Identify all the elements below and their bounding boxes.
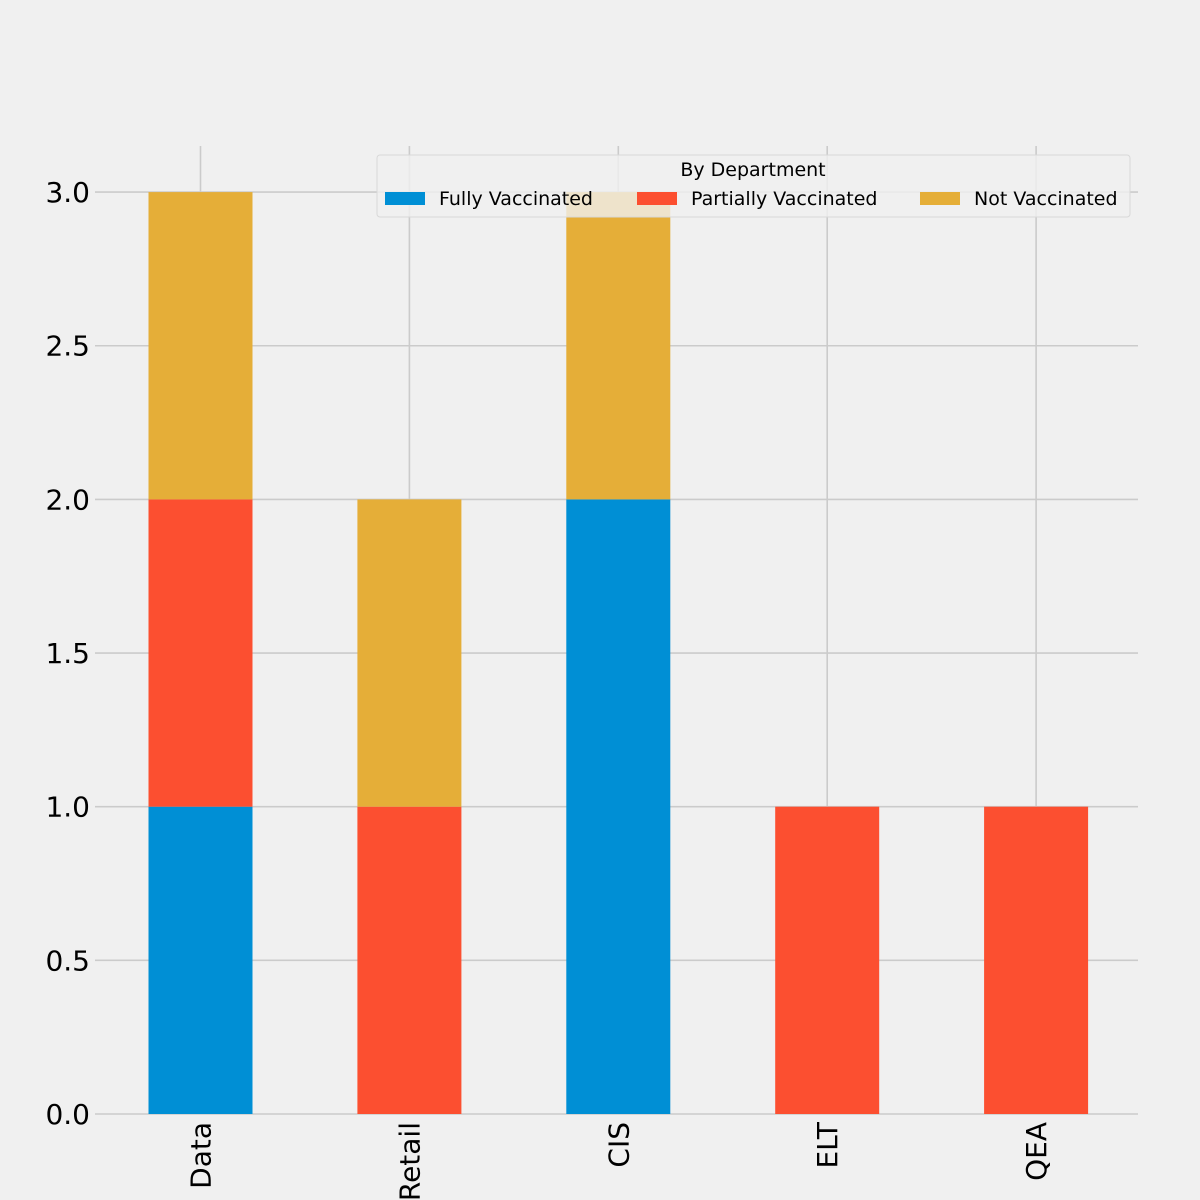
legend-swatch bbox=[637, 192, 677, 205]
x-tick-label: CIS bbox=[602, 1122, 635, 1168]
bar-retail-not-vaccinated bbox=[357, 499, 462, 807]
x-tick-label: QEA bbox=[1020, 1122, 1053, 1181]
legend-label: Fully Vaccinated bbox=[439, 188, 593, 210]
bar-data-fully-vaccinated bbox=[148, 806, 253, 1114]
y-tick-label: 0.5 bbox=[45, 944, 90, 977]
y-tick-label: 1.0 bbox=[45, 791, 90, 824]
y-tick-label: 2.5 bbox=[45, 330, 90, 363]
bar-elt-partially-vaccinated bbox=[775, 806, 880, 1114]
bar-qea-partially-vaccinated bbox=[984, 806, 1089, 1114]
x-tick-label: ELT bbox=[811, 1121, 844, 1168]
bar-retail-partially-vaccinated bbox=[357, 806, 462, 1114]
y-tick-label: 3.0 bbox=[45, 176, 90, 209]
bar-cis-fully-vaccinated bbox=[566, 499, 671, 1114]
bar-cis-not-vaccinated bbox=[566, 192, 671, 500]
y-tick-label: 0.0 bbox=[45, 1098, 90, 1131]
y-tick-label: 2.0 bbox=[45, 483, 90, 516]
x-tick-label: Data bbox=[185, 1122, 218, 1189]
legend: By Department Fully Vaccinated Partially V… bbox=[376, 154, 1131, 218]
bars bbox=[148, 192, 1089, 1114]
legend-swatch bbox=[920, 192, 960, 205]
bar-data-partially-vaccinated bbox=[148, 499, 253, 807]
legend-swatch bbox=[385, 192, 425, 205]
bar-data-not-vaccinated bbox=[148, 192, 253, 500]
legend-label: Partially Vaccinated bbox=[691, 188, 878, 210]
x-tick-label: Retail bbox=[393, 1122, 426, 1200]
y-tick-label: 1.5 bbox=[45, 637, 90, 670]
legend-title: By Department bbox=[680, 159, 825, 181]
legend-label: Not Vaccinated bbox=[974, 188, 1118, 210]
tick-labels: 0.0 0.5 1.0 1.5 2.0 2.5 3.0 Data Retail CIS ELT QEA bbox=[45, 176, 1053, 1200]
